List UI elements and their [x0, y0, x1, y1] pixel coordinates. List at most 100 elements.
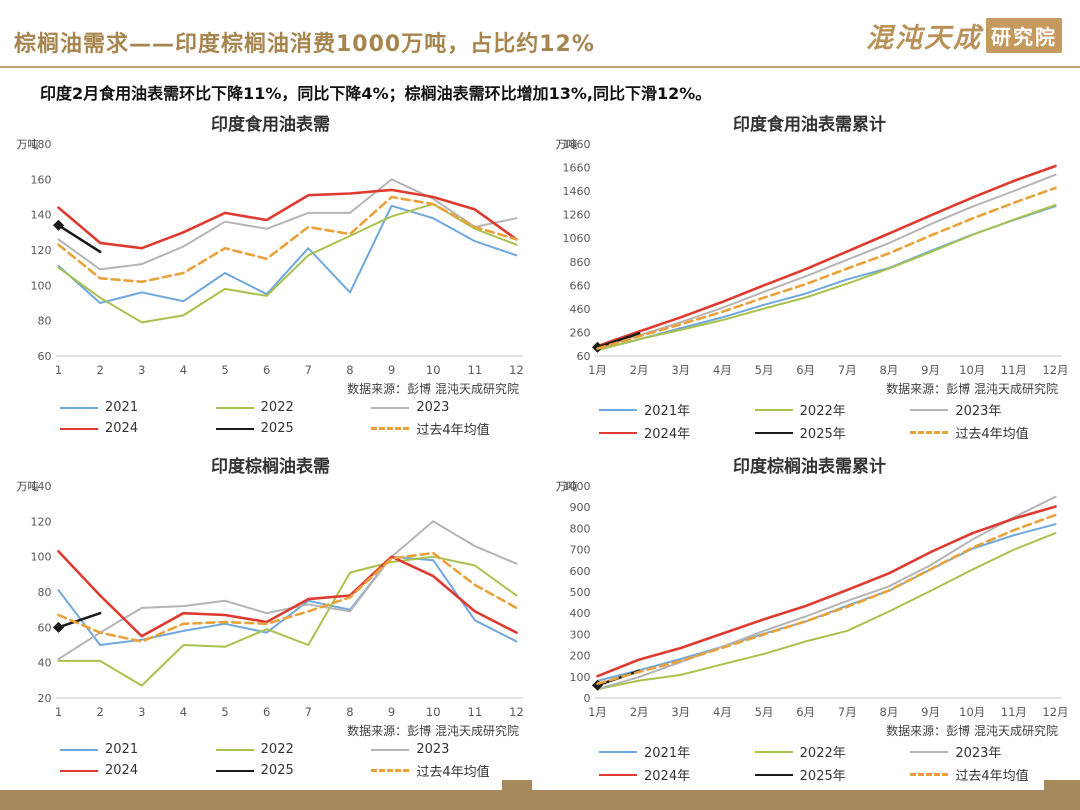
chart-legend: 2021 2022 2023 2024 2025 过去4年均值 — [12, 398, 529, 438]
data-source: 数据来源：彭博 混沌天成研究院 — [886, 382, 1058, 396]
legend-label: 2021 — [105, 742, 139, 757]
svg-text:4: 4 — [180, 705, 187, 719]
legend-item: 2025年 — [754, 423, 903, 442]
svg-text:10月: 10月 — [959, 363, 985, 377]
legend-item: 2023年 — [910, 742, 1058, 761]
svg-text:500: 500 — [570, 586, 591, 599]
header-divider — [0, 66, 1080, 68]
legend-label: 2021年 — [644, 746, 691, 761]
svg-text:4月: 4月 — [713, 705, 732, 719]
svg-text:1: 1 — [55, 705, 62, 719]
svg-text:2月: 2月 — [630, 705, 649, 719]
chart-title: 印度食用油表需 — [211, 115, 330, 135]
svg-text:9月: 9月 — [921, 363, 940, 377]
svg-text:万吨: 万吨 — [17, 138, 39, 151]
svg-text:10月: 10月 — [959, 705, 985, 719]
svg-text:9月: 9月 — [921, 705, 940, 719]
legend-swatch — [371, 748, 410, 751]
svg-text:460: 460 — [570, 303, 591, 316]
svg-text:9: 9 — [388, 363, 395, 377]
brand-logo-script: 混沌天成 — [866, 23, 982, 54]
svg-text:7: 7 — [305, 363, 312, 377]
legend-label: 2022 — [260, 400, 294, 415]
svg-text:5月: 5月 — [755, 363, 774, 377]
svg-text:10: 10 — [426, 705, 441, 719]
line-chart: 万吨 60 260 460 660 860 1060 1260 1460 1660 1860 1月 2月… — [556, 138, 1069, 377]
svg-text:1: 1 — [55, 363, 62, 377]
legend-item: 2021 — [60, 742, 208, 757]
svg-text:120: 120 — [31, 515, 52, 528]
legend-item: 2023 — [371, 742, 519, 757]
svg-text:20: 20 — [38, 692, 52, 705]
legend-item: 2021年 — [599, 400, 747, 419]
legend-swatch — [599, 408, 637, 411]
legend-swatch — [910, 750, 949, 753]
data-source: 数据来源：彭博 混沌天成研究院 — [886, 724, 1058, 738]
line-chart: 万吨 0 100 200 300 400 500 600 700 800 900 1000 1月 2月 3月… — [556, 480, 1069, 719]
svg-text:7月: 7月 — [838, 705, 857, 719]
svg-text:5月: 5月 — [755, 705, 774, 719]
legend-swatch — [910, 431, 949, 434]
chart-panel-palm-oil-cumulative: 印度棕榈油表需累计 万吨 0 100 200 300 400 500 600 700 800 900… — [551, 452, 1069, 790]
legend-swatch — [215, 748, 254, 751]
legend-label: 2024 — [105, 763, 139, 778]
svg-text:10: 10 — [426, 363, 441, 377]
svg-text:400: 400 — [570, 607, 591, 620]
svg-text:7月: 7月 — [838, 363, 857, 377]
legend-item: 过去4年均值 — [910, 765, 1058, 784]
legend-label: 2024 — [105, 421, 139, 436]
brand-logo-box: 研究院 — [986, 18, 1062, 53]
svg-text:6月: 6月 — [796, 705, 815, 719]
svg-text:8: 8 — [346, 363, 353, 377]
legend-label: 2023 — [416, 400, 450, 415]
legend-item: 2023 — [371, 400, 519, 415]
svg-text:40: 40 — [38, 657, 52, 670]
svg-text:300: 300 — [570, 628, 591, 641]
svg-text:1460: 1460 — [563, 185, 591, 198]
svg-text:860: 860 — [570, 256, 591, 269]
svg-text:1060: 1060 — [563, 232, 591, 245]
data-source: 数据来源：彭博 混沌天成研究院 — [347, 724, 519, 738]
legend-item: 2024年 — [599, 765, 747, 784]
chart-panel-palm-oil-monthly: 印度棕榈油表需 万吨 20 40 60 80 100 120 140 1 2 3 4 5 6 7 8 9 10 11… — [12, 452, 529, 790]
svg-text:4月: 4月 — [713, 363, 732, 377]
svg-text:1月: 1月 — [588, 705, 607, 719]
legend-item: 2023年 — [910, 400, 1058, 419]
svg-text:60: 60 — [38, 621, 52, 634]
svg-text:11月: 11月 — [1001, 705, 1027, 719]
legend-item: 2021年 — [599, 742, 747, 761]
legend-label: 2025 — [260, 763, 294, 778]
svg-text:160: 160 — [31, 173, 52, 186]
svg-text:万吨: 万吨 — [556, 138, 578, 151]
legend-label: 2022年 — [799, 746, 846, 761]
legend-item: 2022 — [215, 400, 364, 415]
legend-swatch — [371, 427, 410, 430]
chart-legend: 2021年 2022年 2023年 2024年 2025年 过去4年均值 — [551, 740, 1068, 784]
svg-text:3: 3 — [138, 705, 145, 719]
legend-swatch — [754, 408, 793, 411]
legend-label: 2021年 — [644, 404, 691, 419]
legend-label: 2023 — [416, 742, 450, 757]
svg-text:100: 100 — [570, 671, 591, 684]
svg-text:8月: 8月 — [880, 705, 899, 719]
legend-swatch — [599, 773, 637, 776]
svg-text:9: 9 — [388, 705, 395, 719]
legend-item: 2025 — [215, 419, 364, 438]
chart-panel-edible-oil-cumulative: 印度食用油表需累计 万吨 60 260 460 660 860 1060 1260 1460 16… — [551, 110, 1069, 448]
svg-text:5: 5 — [221, 363, 228, 377]
legend-label: 过去4年均值 — [955, 769, 1029, 784]
svg-text:100: 100 — [31, 551, 52, 564]
page-title: 棕榈油需求——印度棕榈油消费1000万吨，占比约12% — [14, 32, 595, 57]
legend-label: 2022 — [260, 742, 294, 757]
subtitle: 印度2月食用油表需环比下降11%，同比下降4%；棕榈油表需环比增加13%,同比下… — [40, 84, 712, 103]
svg-text:6: 6 — [263, 363, 270, 377]
legend-item: 2024 — [60, 761, 208, 780]
svg-text:2: 2 — [96, 705, 103, 719]
legend-item: 2021 — [60, 400, 208, 415]
legend-swatch — [60, 748, 98, 751]
chart-title: 印度棕榈油表需累计 — [733, 457, 886, 477]
legend-swatch — [215, 427, 254, 430]
legend-label: 2023年 — [955, 746, 1002, 761]
